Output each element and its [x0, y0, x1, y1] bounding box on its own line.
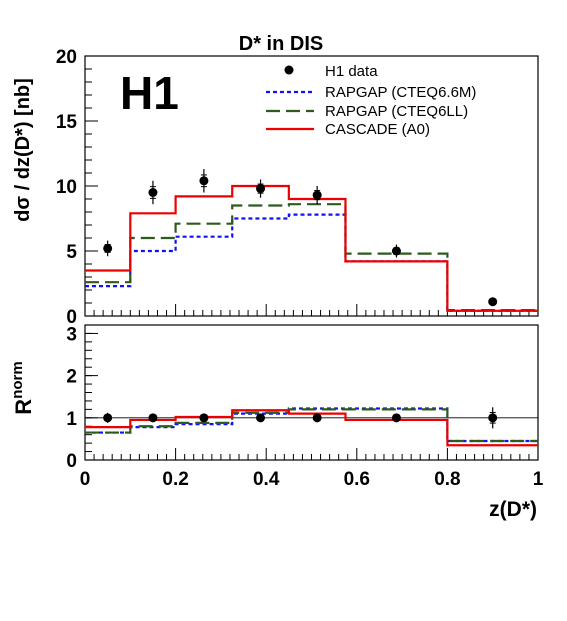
y-tick-label: 1 [66, 409, 77, 430]
data-point [103, 413, 113, 423]
data-point [391, 413, 401, 423]
x-tick-label: 1 [533, 469, 544, 490]
x-tick-label: 0 [80, 469, 91, 490]
x-tick-label: 0.8 [434, 469, 460, 490]
panel-frame-lower [84, 324, 539, 461]
legend-label-cascade: CASCADE (A0) [325, 121, 430, 138]
x-tick-label: 0.4 [253, 469, 280, 490]
legend-label-rapgap-6ll: RAPGAP (CTEQ6LL) [325, 103, 468, 120]
data-point [312, 413, 322, 423]
h1-logo: H1 [120, 67, 179, 119]
series-line-upper-1 [85, 203, 538, 312]
data-point [312, 190, 322, 200]
data-point [391, 246, 401, 256]
legend: H1 data RAPGAP (CTEQ6.6M) RAPGAP (CTEQ6L… [266, 63, 476, 138]
y-tick-label: 2 [66, 367, 77, 388]
upper-ylabel: dσ / dz(D*) [nb] [12, 78, 34, 222]
data-point [256, 184, 266, 194]
data-point [199, 413, 209, 423]
x-tick-label: 0.6 [344, 469, 370, 490]
x-tick-label: 0.2 [162, 469, 188, 490]
data-point [103, 243, 113, 253]
y-tick-label: 10 [56, 177, 77, 198]
data-point [199, 176, 209, 186]
y-tick-label: 5 [66, 242, 77, 263]
legend-label-h1-data: H1 data [325, 63, 378, 80]
y-tick-label: 15 [56, 112, 78, 133]
x-axis-label: z(D*) [489, 498, 537, 521]
lower-ylabel: Rnorm [9, 361, 36, 414]
lower-ylabel-sup: norm [9, 361, 26, 399]
legend-label-rapgap-66m: RAPGAP (CTEQ6.6M) [325, 84, 476, 101]
data-point [256, 413, 266, 423]
y-tick-label: 0 [66, 307, 77, 328]
y-tick-label: 0 [66, 451, 77, 472]
series-line-lower-2 [85, 409, 538, 447]
svg-text:Rnorm: Rnorm [9, 361, 36, 414]
data-point [488, 413, 498, 423]
panel-lower: 0 1 2 3 0 0.2 0.4 0.6 0.8 1 [66, 324, 544, 490]
data-point [148, 413, 158, 423]
lower-ylabel-main: R [11, 399, 36, 415]
y-tick-label: 3 [66, 324, 77, 345]
series-line-upper-0 [85, 213, 538, 312]
panel-upper: 0 5 10 15 20 [56, 47, 539, 328]
legend-marker-h1-data [284, 65, 294, 75]
data-point [488, 297, 498, 307]
data-point [148, 188, 158, 197]
y-tick-label: 20 [56, 47, 77, 68]
chart-title: D* in DIS [239, 33, 323, 55]
